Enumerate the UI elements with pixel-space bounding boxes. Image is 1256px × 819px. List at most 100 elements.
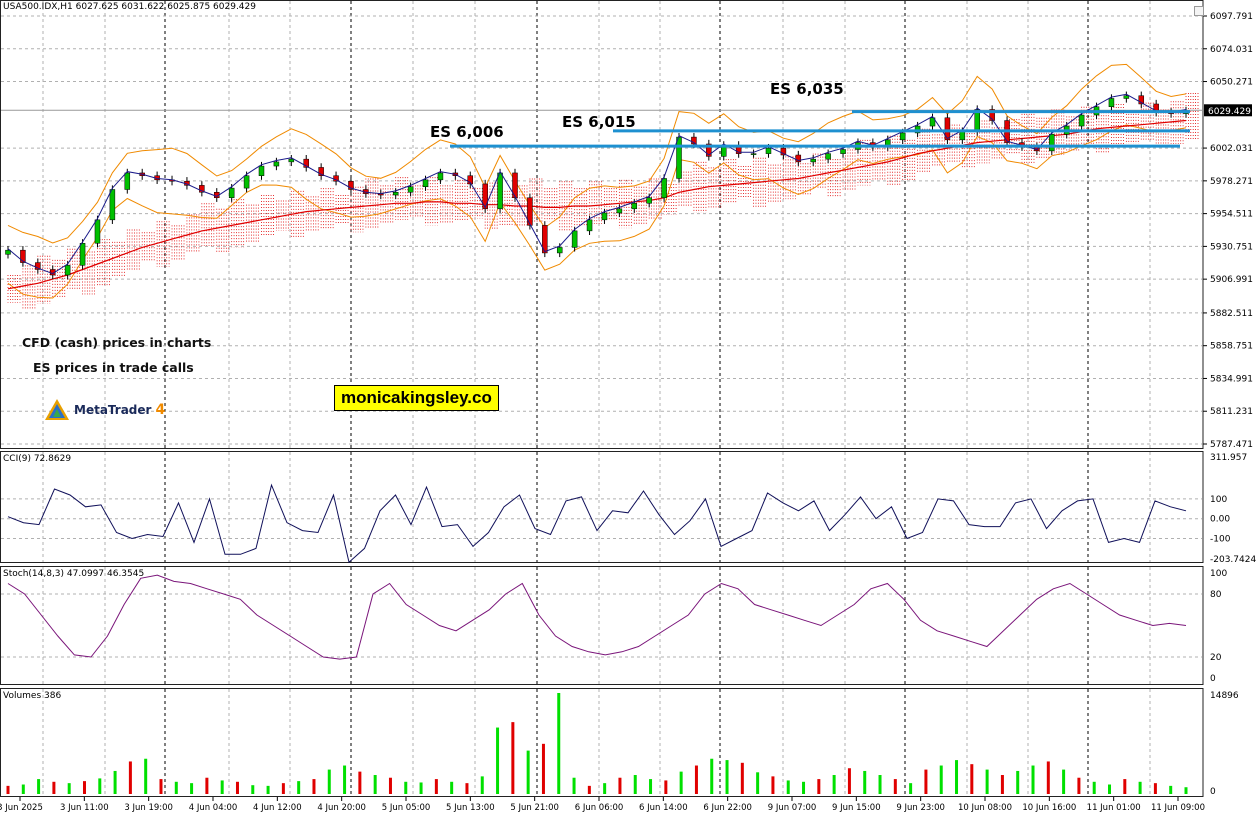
candle-body: [79, 243, 86, 266]
candle-body: [64, 265, 71, 276]
volume-bar: [67, 783, 71, 794]
panel-border-4: [0, 688, 1204, 797]
candles: [5, 91, 1189, 280]
volume-bar: [220, 780, 224, 794]
volume-bar: [358, 771, 362, 794]
volume-bar: [725, 760, 729, 794]
volume-bar: [404, 781, 408, 794]
volume-axis-max: 14896: [1210, 691, 1239, 701]
cci-axis-label: -100: [1210, 534, 1231, 544]
current-price-label: 6029.429: [1208, 107, 1251, 117]
note-cfd: CFD (cash) prices in charts: [22, 335, 212, 350]
candle-body: [556, 247, 563, 254]
moving-average: [7, 119, 1187, 290]
volume-bar: [1016, 770, 1020, 794]
metatrader-version: 4: [155, 402, 166, 418]
price-axis-label: 5882.511: [1210, 309, 1253, 319]
time-axis-label: 4 Jun 04:00: [189, 803, 238, 813]
stoch-line: [7, 574, 1187, 660]
note-es: ES prices in trade calls: [33, 360, 194, 375]
volume-bar: [817, 779, 821, 794]
candle-body: [288, 158, 295, 163]
volume-bar: [557, 693, 561, 794]
volume-bar: [771, 776, 775, 794]
volume-bar: [496, 727, 500, 794]
volume-bar: [863, 770, 867, 794]
volume-bar: [939, 765, 943, 794]
time-axis-label: 6 Jun 22:00: [703, 803, 752, 813]
price-axis-label: 6002.031: [1210, 144, 1253, 154]
candle-body: [1078, 114, 1085, 127]
volume-bar: [251, 785, 255, 794]
volume-bar: [281, 783, 285, 794]
cci-axis-label: 0.00: [1210, 515, 1230, 525]
volume-bar: [1138, 781, 1142, 794]
candle-body: [243, 175, 250, 189]
volume-bar: [756, 772, 760, 794]
volume-bar: [1077, 777, 1081, 794]
volume-bars: [6, 693, 1188, 794]
cci-title: CCI(9) 72.8629: [3, 454, 71, 464]
candle-body: [795, 154, 802, 163]
volume-bar: [740, 762, 744, 794]
candle-body: [661, 178, 667, 199]
volume-bar: [1169, 785, 1173, 794]
volume-bar: [1062, 769, 1066, 794]
trade-call-label: ES 6,006: [430, 123, 504, 141]
candle-body: [810, 158, 816, 163]
time-axis-label: 6 Jun 06:00: [575, 803, 624, 813]
volume-bar: [664, 780, 668, 794]
volume-bar: [847, 768, 851, 794]
volume-bar: [679, 771, 683, 794]
candle-body: [929, 117, 936, 127]
price-axis-label: 5978.271: [1210, 177, 1253, 187]
cci-axis-label: 311.957: [1210, 453, 1247, 463]
chart-shift-button[interactable]: [1194, 6, 1204, 16]
time-axis-label: 3 Jun 2025: [0, 803, 43, 813]
volume-bar: [878, 775, 882, 794]
volume-bar: [893, 779, 897, 794]
upper-band: [7, 63, 1187, 244]
metatrader-icon: [45, 399, 69, 420]
candle-body: [228, 187, 235, 199]
candle-body: [586, 219, 593, 232]
candle-body: [422, 179, 429, 187]
candle-body: [765, 147, 772, 154]
candle-body: [646, 197, 652, 204]
time-axis-label: 11 Jun 01:00: [1087, 803, 1141, 813]
volume-bar: [511, 722, 515, 794]
price-axis-label: 5811.231: [1210, 407, 1253, 417]
candle-body: [348, 180, 354, 190]
volume-bar: [1123, 779, 1127, 794]
candle-body: [631, 203, 638, 210]
candle-body: [273, 161, 280, 167]
candle-body: [1049, 134, 1055, 152]
candle-body: [840, 149, 846, 154]
candle-body: [512, 172, 518, 199]
panel-border-3: [0, 566, 1204, 685]
volume-bar: [98, 778, 102, 794]
candle-body: [706, 143, 712, 157]
candle-body: [601, 212, 608, 221]
time-axis-label: 10 Jun 08:00: [958, 803, 1012, 813]
volume-bar: [955, 760, 959, 794]
time-axis-label: 9 Jun 23:00: [896, 803, 945, 813]
stoch-axis-label: 0: [1210, 674, 1216, 684]
time-axis-label: 5 Jun 21:00: [510, 803, 559, 813]
panel-border-1: [0, 0, 1204, 449]
volume-bar: [909, 783, 913, 794]
time-axis-label: 3 Jun 11:00: [60, 803, 109, 813]
metatrader-logo: MetaTrader 4: [44, 398, 165, 422]
volume-bar: [633, 775, 637, 794]
candle-body: [571, 230, 578, 248]
candle-body: [1138, 95, 1145, 105]
time-axis-label: 4 Jun 20:00: [317, 803, 366, 813]
candle-body: [616, 208, 623, 214]
candle-body: [899, 132, 906, 141]
time-axis-label: 4 Jun 12:00: [253, 803, 302, 813]
price-axis-label: 5787.471: [1210, 440, 1253, 450]
website-label: monicakingsley.co: [334, 385, 499, 411]
price-axis-label: 6097.791: [1210, 12, 1253, 22]
candle-body: [467, 175, 474, 185]
